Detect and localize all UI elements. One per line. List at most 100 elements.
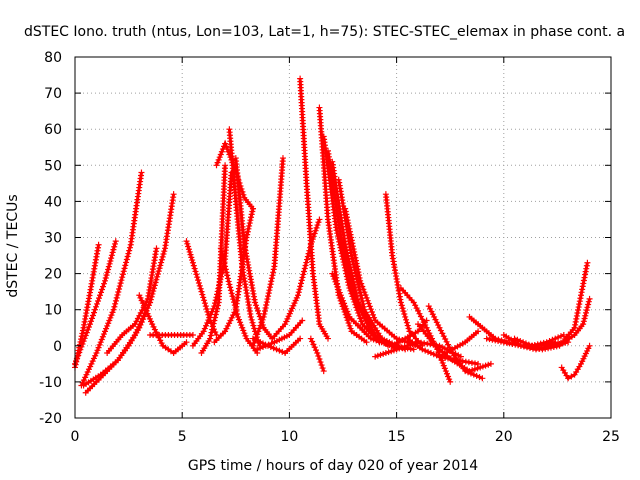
data-point	[210, 320, 217, 327]
data-point	[263, 302, 270, 309]
data-point	[146, 315, 153, 322]
data-point	[198, 288, 205, 295]
data-point	[345, 256, 352, 263]
series-5	[80, 191, 177, 389]
data-point	[331, 276, 338, 283]
data-point	[347, 231, 354, 238]
data-point	[79, 379, 86, 386]
data-point	[486, 336, 493, 343]
data-point	[250, 322, 257, 329]
data-point	[457, 353, 464, 360]
data-point	[98, 336, 105, 343]
data-point	[132, 331, 139, 338]
data-point	[90, 355, 97, 362]
data-point	[160, 251, 167, 258]
data-point	[80, 377, 87, 384]
data-point	[112, 300, 119, 307]
data-point	[238, 322, 245, 329]
data-point	[248, 214, 255, 221]
data-point	[360, 301, 367, 307]
data-point	[352, 254, 359, 261]
data-point	[222, 266, 229, 273]
data-point	[81, 335, 88, 342]
data-point	[353, 260, 360, 267]
data-point	[441, 365, 448, 372]
data-point	[503, 339, 510, 346]
series-36	[389, 317, 430, 349]
series-30	[382, 191, 426, 349]
data-point	[500, 339, 507, 346]
data-point	[193, 271, 200, 278]
data-point	[425, 303, 432, 310]
data-point	[183, 238, 190, 245]
data-point	[310, 233, 317, 240]
data-point	[314, 350, 321, 357]
data-point	[580, 318, 587, 325]
data-point	[343, 214, 350, 221]
data-point	[134, 326, 141, 333]
data-point	[110, 246, 117, 253]
series-8	[147, 331, 196, 338]
data-point	[149, 290, 156, 297]
data-point	[158, 259, 165, 266]
data-point	[137, 294, 144, 301]
data-point	[370, 311, 377, 318]
data-point	[78, 343, 85, 350]
data-point	[254, 346, 261, 353]
data-point	[269, 272, 276, 279]
data-point	[341, 300, 348, 307]
data-point	[76, 349, 83, 356]
data-point	[433, 352, 440, 359]
data-point	[153, 276, 160, 283]
data-point	[123, 259, 130, 266]
data-point	[184, 240, 191, 247]
data-point	[241, 330, 248, 337]
data-point	[479, 375, 486, 382]
data-point	[307, 244, 314, 251]
data-point	[223, 325, 230, 332]
data-point	[255, 328, 262, 335]
data-point	[91, 309, 98, 316]
data-point	[117, 280, 124, 287]
data-point	[378, 339, 385, 346]
y-tick-label: -10	[39, 375, 62, 391]
data-point	[158, 340, 165, 347]
data-point	[279, 155, 286, 162]
data-point	[224, 275, 231, 282]
data-point	[373, 337, 380, 344]
data-point	[230, 296, 237, 303]
data-point	[265, 293, 272, 300]
data-point	[465, 369, 472, 376]
data-point	[108, 255, 115, 262]
data-point	[95, 344, 102, 351]
data-point	[125, 250, 132, 257]
data-point	[107, 314, 114, 321]
data-point	[358, 318, 365, 325]
data-point	[209, 323, 216, 330]
data-point	[337, 292, 344, 299]
data-point	[190, 262, 197, 269]
data-point	[514, 336, 521, 343]
data-point	[217, 245, 224, 252]
data-point	[380, 350, 387, 357]
data-point	[390, 347, 397, 354]
data-point	[489, 336, 496, 343]
y-tick-label: -20	[39, 411, 62, 427]
data-point	[204, 319, 211, 326]
data-point	[346, 261, 353, 268]
data-point	[208, 329, 215, 336]
data-point	[367, 306, 374, 313]
data-point	[429, 311, 436, 318]
data-point	[90, 312, 97, 319]
data-point	[253, 302, 260, 309]
data-point	[209, 326, 216, 333]
data-point	[212, 314, 219, 321]
data-point	[106, 317, 113, 324]
data-point	[93, 303, 100, 310]
data-point	[344, 308, 351, 315]
data-point	[227, 287, 234, 294]
data-point	[374, 352, 381, 359]
data-point	[315, 353, 322, 360]
data-point	[244, 231, 251, 238]
data-point	[586, 342, 593, 349]
